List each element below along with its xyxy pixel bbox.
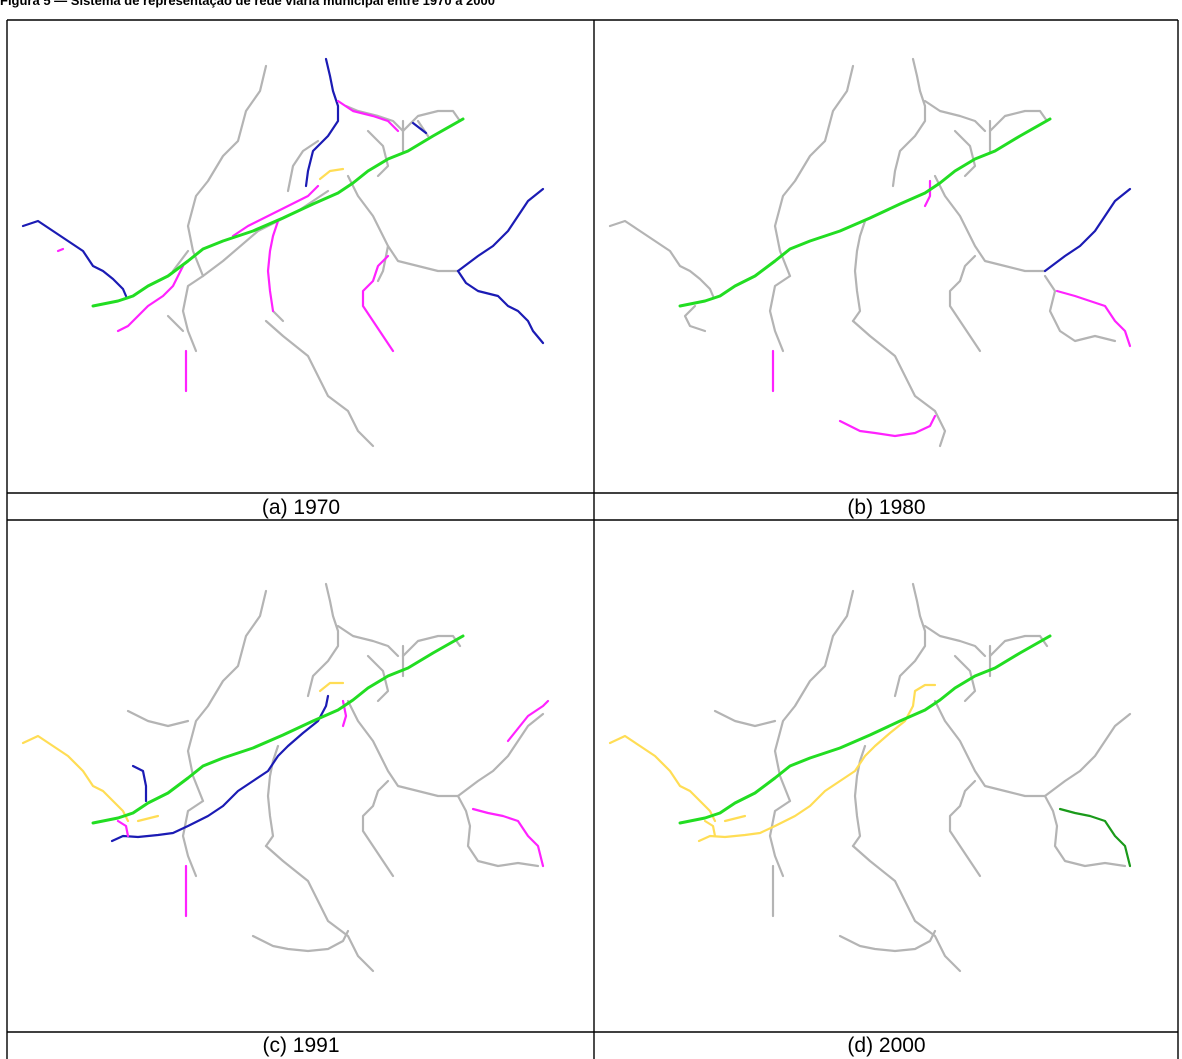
highway-green <box>91 117 465 308</box>
map-panel-1980 <box>608 57 1132 448</box>
panel-caption-d: (d) 2000 <box>847 1034 926 1057</box>
road-network-gray <box>126 582 545 973</box>
road-network-gray <box>166 64 462 448</box>
highway-green <box>91 634 465 825</box>
road-network-magenta <box>771 179 1132 438</box>
road-network-magenta <box>116 699 550 918</box>
road-network-yellow <box>608 683 937 843</box>
highway-green <box>678 634 1052 825</box>
road-network-dark-green <box>1058 807 1132 868</box>
highway-green <box>678 117 1052 308</box>
road-network-gray <box>713 582 1132 973</box>
road-network-yellow <box>21 681 345 823</box>
road-network-yellow <box>318 167 345 181</box>
figure-title: Figura 5 — Sistema de representação de r… <box>0 0 495 8</box>
road-network-gray <box>608 57 1117 448</box>
panel-caption-a: (a) 1970 <box>261 496 341 519</box>
road-network-blue <box>1043 187 1132 273</box>
panel-caption-c: (c) 1991 <box>262 1034 340 1057</box>
road-network-blue <box>21 57 545 345</box>
road-network-blue <box>110 694 330 843</box>
road-network-magenta <box>56 99 400 393</box>
map-panel-2000 <box>608 582 1132 973</box>
panel-caption-b: (b) 1980 <box>847 496 926 519</box>
map-panel-1991 <box>21 582 550 973</box>
map-panel-1970 <box>21 57 545 448</box>
